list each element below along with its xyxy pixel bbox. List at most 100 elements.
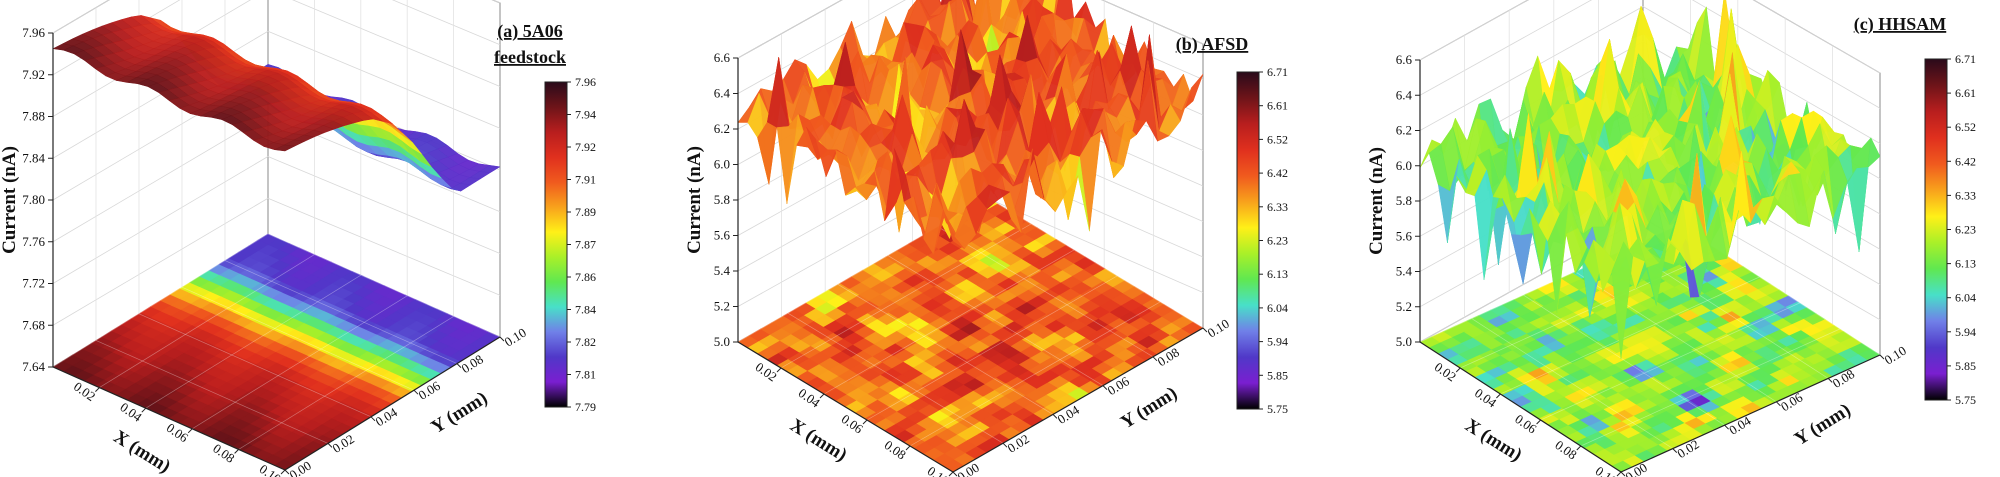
wall-gridline: [1642, 6, 1881, 144]
z-tick-label: 7.68: [22, 317, 45, 332]
z-tick-label: 6.2: [714, 121, 730, 136]
surface-mesh: [52, 15, 501, 192]
floor-gridline: [1575, 271, 1777, 403]
colorbar-tick-label: 6.42: [1267, 166, 1288, 180]
x-axis-label: X (mm): [110, 426, 174, 477]
wall-gridline: [1419, 6, 1644, 131]
floor-gridline: [1580, 328, 1840, 447]
wall-gridline: [52, 114, 269, 243]
y-tick-mark: [284, 469, 290, 475]
z-tick-label: 5.4: [1396, 264, 1413, 279]
floor-gridline: [866, 275, 1118, 421]
y-axis-label: Y (mm): [427, 388, 491, 439]
colorbar-tick-label: 5.94: [1955, 325, 1976, 339]
floor-gridline: [1500, 276, 1760, 395]
z-tick-label: 7.76: [22, 234, 45, 249]
z-axis-label: Current (nA): [1366, 147, 1387, 255]
y-tick-mark: [1827, 378, 1833, 383]
floor-gridline: [987, 197, 1204, 329]
y-tick-mark: [1102, 385, 1108, 390]
floor-gridline: [267, 233, 501, 338]
colorbar-tick-label: 5.75: [1955, 393, 1976, 407]
z-tick-label: 5.0: [1396, 334, 1412, 349]
wall-gridline: [267, 156, 501, 254]
colorbar-tick-label: 7.94: [575, 108, 596, 122]
floor-gridline: [238, 316, 454, 450]
y-axis-line: [284, 336, 501, 471]
floor-contour-projection: [52, 233, 501, 471]
z-tick-label: 6.6: [1396, 52, 1413, 67]
wall-gridline: [1752, 0, 1881, 74]
y-tick-mark: [1776, 401, 1781, 407]
z-tick-label: 5.4: [714, 263, 731, 278]
y-tick-label: 0.10: [502, 325, 529, 350]
y-axis-line: [1620, 354, 1881, 473]
z-tick-label: 7.80: [22, 192, 45, 207]
x-tick-mark: [1616, 471, 1622, 477]
floor-gridline: [1471, 318, 1673, 449]
colorbar-tick-label: 6.52: [1267, 132, 1288, 146]
y-tick-mark: [1002, 442, 1008, 448]
y-tick-mark: [1672, 448, 1678, 453]
x-tick-mark: [141, 407, 147, 413]
y-tick-mark: [1724, 424, 1729, 430]
z-axis-label: Current (nA): [0, 146, 20, 254]
surface-facet: [1611, 241, 1634, 359]
y-tick-mark: [1620, 471, 1626, 477]
x-tick-mark: [95, 387, 100, 392]
colorbar-tick-label: 6.42: [1955, 154, 1976, 168]
z-tick-label: 5.0: [714, 334, 730, 349]
colorbar-tick-label: 7.92: [575, 140, 596, 154]
colorbar-tick-label: 6.23: [1955, 223, 1976, 237]
surface-mesh: [737, 0, 1204, 255]
z-tick-label: 5.8: [1396, 193, 1412, 208]
colorbar-tick-label: 6.52: [1955, 120, 1976, 134]
colorbar-tick-label: 6.13: [1267, 267, 1288, 281]
floor-gridline: [145, 274, 361, 409]
colorbar-tick-label: 7.82: [575, 335, 596, 349]
colorbar: [544, 81, 568, 408]
wall-gridline: [267, 197, 501, 296]
colorbar-tick-label: 6.04: [1267, 301, 1288, 315]
floor-gridline: [192, 295, 408, 430]
z-tick-label: 6.0: [714, 157, 730, 172]
floor-gridline: [224, 260, 458, 364]
z-tick-label: 7.72: [22, 276, 45, 291]
wall-gridline: [1419, 0, 1529, 61]
wall-gridline: [1419, 0, 1593, 96]
y-tick-mark: [952, 471, 958, 477]
floor-gridline: [823, 249, 1075, 395]
x-axis-line: [52, 366, 286, 471]
panel-a-5a06-feedstock: 7.64 7.68 7.72 7.76 7.80 7.84 7.88 7.92 7.96 Curr…: [0, 0, 596, 477]
y-tick-label: 0.10: [1882, 343, 1909, 368]
z-tick-label: 5.6: [714, 228, 731, 243]
x-tick-mark: [187, 428, 193, 434]
colorbar: [1236, 71, 1260, 410]
z-tick-label: 6.0: [1396, 158, 1412, 173]
colorbar-tick-label: 6.04: [1955, 291, 1976, 305]
floor-gridline: [99, 254, 315, 388]
colorbar-tick-label: 7.79: [575, 400, 596, 414]
z-tick-label: 6.4: [714, 86, 731, 101]
wall-gridline: [955, 184, 1204, 293]
surface-facet: [273, 144, 296, 152]
colorbar-tick-label: 5.94: [1267, 335, 1288, 349]
y-axis-label: Y (mm): [1791, 399, 1855, 450]
surface-facet: [942, 209, 965, 250]
x-tick-mark: [1576, 445, 1582, 451]
floor-gridline: [909, 301, 1161, 447]
y-tick-mark: [499, 336, 505, 342]
y-tick-mark: [327, 443, 333, 448]
colorbar-tick-label: 7.96: [575, 75, 596, 89]
colorbar-tick-label: 6.23: [1267, 234, 1288, 248]
floor-gridline: [887, 255, 1104, 386]
panel-b-afsd: 5.0 5.2 5.4 5.6 5.8 6.0 6.2 6.4 6.6 Current (nA) 0…: [684, 0, 1288, 477]
colorbar-tick-label: 6.13: [1955, 257, 1976, 271]
y-axis-label: Y (mm): [1117, 383, 1181, 434]
x-tick-mark: [1455, 367, 1461, 373]
floor-gridline: [181, 286, 415, 391]
x-axis-line: [737, 341, 954, 473]
colorbar-tick-label: 7.86: [575, 270, 596, 284]
colorbar-tick-label: 6.71: [1267, 65, 1288, 79]
